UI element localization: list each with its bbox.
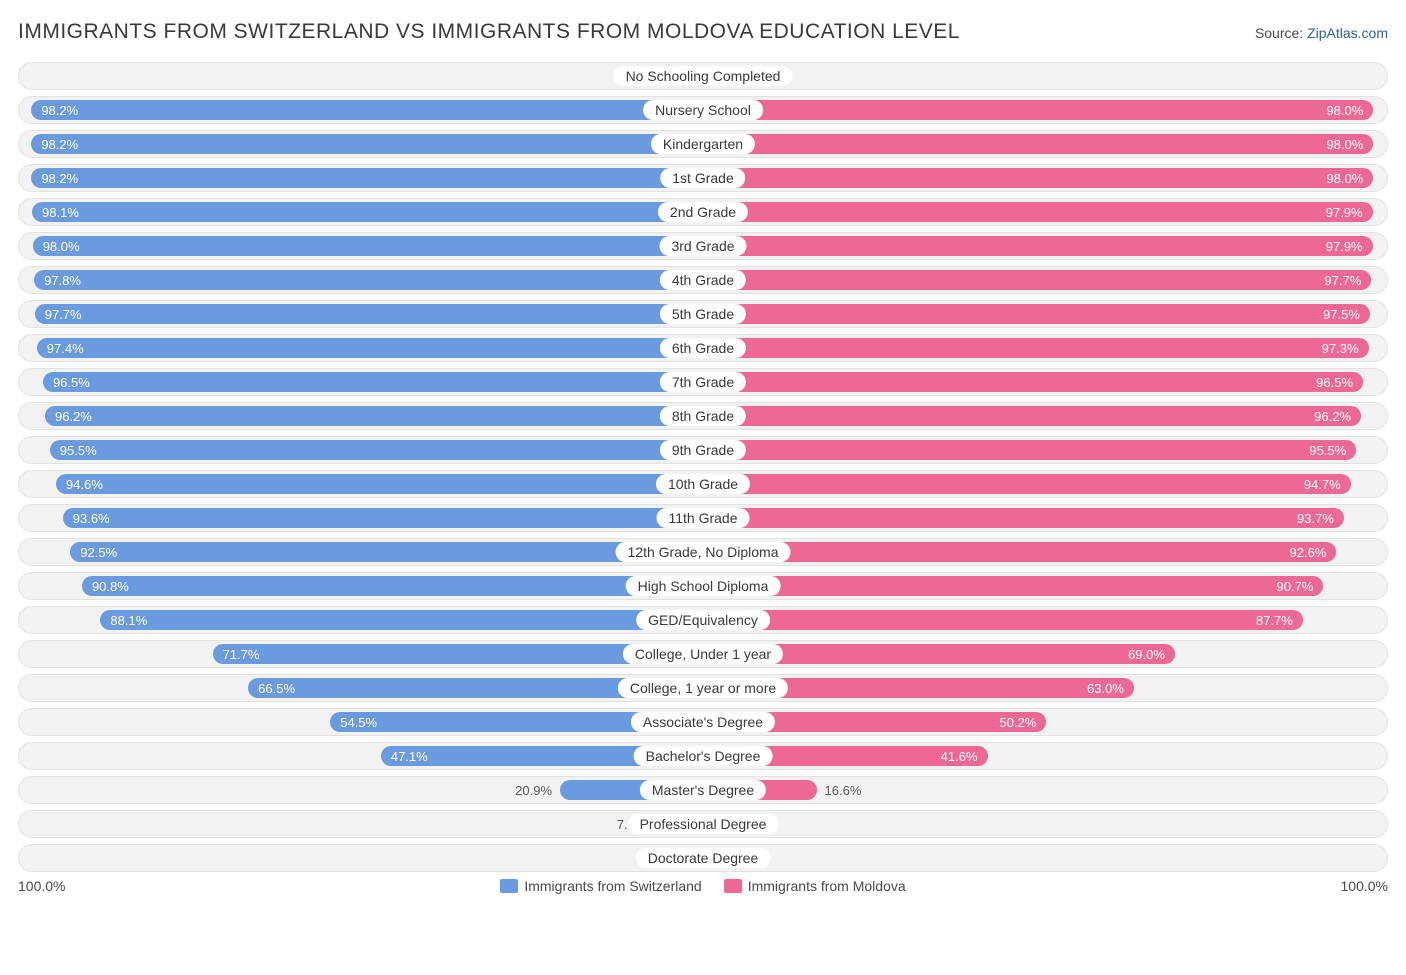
chart-header: IMMIGRANTS FROM SWITZERLAND VS IMMIGRANT… — [18, 20, 1388, 44]
chart-row: 88.1%87.7%GED/Equivalency — [18, 606, 1388, 634]
bar-left: 96.2% — [45, 406, 703, 426]
category-label: 8th Grade — [660, 406, 746, 426]
category-label: No Schooling Completed — [614, 66, 793, 86]
bar-left: 98.2% — [31, 134, 703, 154]
chart-row: 96.5%96.5%7th Grade — [18, 368, 1388, 396]
bar-right: 96.2% — [703, 406, 1361, 426]
category-label: 2nd Grade — [658, 202, 748, 222]
chart-title: IMMIGRANTS FROM SWITZERLAND VS IMMIGRANT… — [18, 20, 960, 44]
legend-item-left: Immigrants from Switzerland — [500, 878, 701, 894]
category-label: 5th Grade — [660, 304, 746, 324]
chart-row: 54.5%50.2%Associate's Degree — [18, 708, 1388, 736]
chart-row: 90.8%90.7%High School Diploma — [18, 572, 1388, 600]
chart-row: 92.5%92.6%12th Grade, No Diploma — [18, 538, 1388, 566]
category-label: Nursery School — [643, 100, 763, 120]
chart-row: 97.8%97.7%4th Grade — [18, 266, 1388, 294]
bar-right: 97.9% — [703, 202, 1373, 222]
legend: Immigrants from Switzerland Immigrants f… — [500, 878, 905, 894]
legend-item-right: Immigrants from Moldova — [724, 878, 906, 894]
bar-right-value: 16.6% — [825, 777, 862, 803]
category-label: 6th Grade — [660, 338, 746, 358]
chart-row: 98.2%98.0%1st Grade — [18, 164, 1388, 192]
chart-footer: 100.0% Immigrants from Switzerland Immig… — [18, 878, 1388, 894]
category-label: Master's Degree — [640, 780, 766, 800]
chart-row: 93.6%93.7%11th Grade — [18, 504, 1388, 532]
chart-row: 1.8% 2.0% No Schooling Completed — [18, 62, 1388, 90]
chart-row: 97.4%97.3%6th Grade — [18, 334, 1388, 362]
bar-left-value: 20.9% — [515, 777, 552, 803]
bar-left: 98.2% — [31, 100, 703, 120]
bar-left: 95.5% — [50, 440, 703, 460]
category-label: Bachelor's Degree — [634, 746, 773, 766]
bar-right: 98.0% — [703, 100, 1373, 120]
bar-left: 88.1% — [100, 610, 703, 630]
chart-row: 66.5%63.0%College, 1 year or more — [18, 674, 1388, 702]
bar-right: 94.7% — [703, 474, 1351, 494]
chart-row: 71.7%69.0%College, Under 1 year — [18, 640, 1388, 668]
category-label: 12th Grade, No Diploma — [616, 542, 791, 562]
chart-row: 95.5%95.5%9th Grade — [18, 436, 1388, 464]
bar-left: 97.4% — [37, 338, 703, 358]
chart-row: 3.1% 2.0% Doctorate Degree — [18, 844, 1388, 872]
category-label: Professional Degree — [628, 814, 779, 834]
bar-left: 96.5% — [43, 372, 703, 392]
bar-right: 97.9% — [703, 236, 1373, 256]
bar-left: 97.7% — [35, 304, 703, 324]
bar-right: 97.5% — [703, 304, 1370, 324]
category-label: 7th Grade — [660, 372, 746, 392]
chart-row: 98.1%97.9%2nd Grade — [18, 198, 1388, 226]
chart-row: 47.1%41.6%Bachelor's Degree — [18, 742, 1388, 770]
legend-label-left: Immigrants from Switzerland — [524, 878, 701, 894]
bar-right: 87.7% — [703, 610, 1303, 630]
category-label: Kindergarten — [651, 134, 755, 154]
bar-right: 97.7% — [703, 270, 1371, 290]
legend-swatch-right — [724, 879, 742, 893]
bar-left: 98.2% — [31, 168, 703, 188]
category-label: Associate's Degree — [631, 712, 775, 732]
category-label: 3rd Grade — [659, 236, 746, 256]
source-attribution: Source: ZipAtlas.com — [1255, 25, 1388, 41]
category-label: 11th Grade — [656, 508, 749, 528]
source-link[interactable]: ZipAtlas.com — [1307, 25, 1388, 41]
bar-right: 98.0% — [703, 168, 1373, 188]
chart-row: 97.7%97.5%5th Grade — [18, 300, 1388, 328]
bar-left: 98.1% — [32, 202, 703, 222]
chart-row: 98.2%98.0%Nursery School — [18, 96, 1388, 124]
bar-right: 97.3% — [703, 338, 1369, 358]
category-label: Doctorate Degree — [636, 848, 771, 868]
x-axis-max-left: 100.0% — [18, 878, 65, 894]
category-label: College, Under 1 year — [623, 644, 783, 664]
bar-left: 94.6% — [56, 474, 703, 494]
bar-right: 96.5% — [703, 372, 1363, 392]
bar-right: 95.5% — [703, 440, 1356, 460]
category-label: 1st Grade — [660, 168, 745, 188]
bar-left: 93.6% — [63, 508, 703, 528]
category-label: 9th Grade — [660, 440, 746, 460]
category-label: College, 1 year or more — [618, 678, 788, 698]
legend-label-right: Immigrants from Moldova — [748, 878, 906, 894]
chart-row: 94.6%94.7%10th Grade — [18, 470, 1388, 498]
chart-row: 98.2%98.0%Kindergarten — [18, 130, 1388, 158]
chart-row: 20.9% 16.6% Master's Degree — [18, 776, 1388, 804]
bar-right: 92.6% — [703, 542, 1336, 562]
chart-row: 96.2%96.2%8th Grade — [18, 402, 1388, 430]
bar-left: 90.8% — [82, 576, 703, 596]
bar-left: 97.8% — [34, 270, 703, 290]
category-label: High School Diploma — [626, 576, 781, 596]
chart-rows: 1.8% 2.0% No Schooling Completed98.2%98.… — [18, 62, 1388, 872]
chart-row: 7.1% 4.9% Professional Degree — [18, 810, 1388, 838]
source-prefix: Source: — [1255, 25, 1307, 41]
category-label: 4th Grade — [660, 270, 746, 290]
bar-left: 92.5% — [70, 542, 703, 562]
chart-row: 98.0%97.9%3rd Grade — [18, 232, 1388, 260]
bar-right: 93.7% — [703, 508, 1344, 528]
bar-right: 90.7% — [703, 576, 1323, 596]
bar-right: 98.0% — [703, 134, 1373, 154]
legend-swatch-left — [500, 879, 518, 893]
x-axis-max-right: 100.0% — [1341, 878, 1388, 894]
category-label: GED/Equivalency — [636, 610, 770, 630]
category-label: 10th Grade — [656, 474, 750, 494]
bar-left: 98.0% — [33, 236, 703, 256]
